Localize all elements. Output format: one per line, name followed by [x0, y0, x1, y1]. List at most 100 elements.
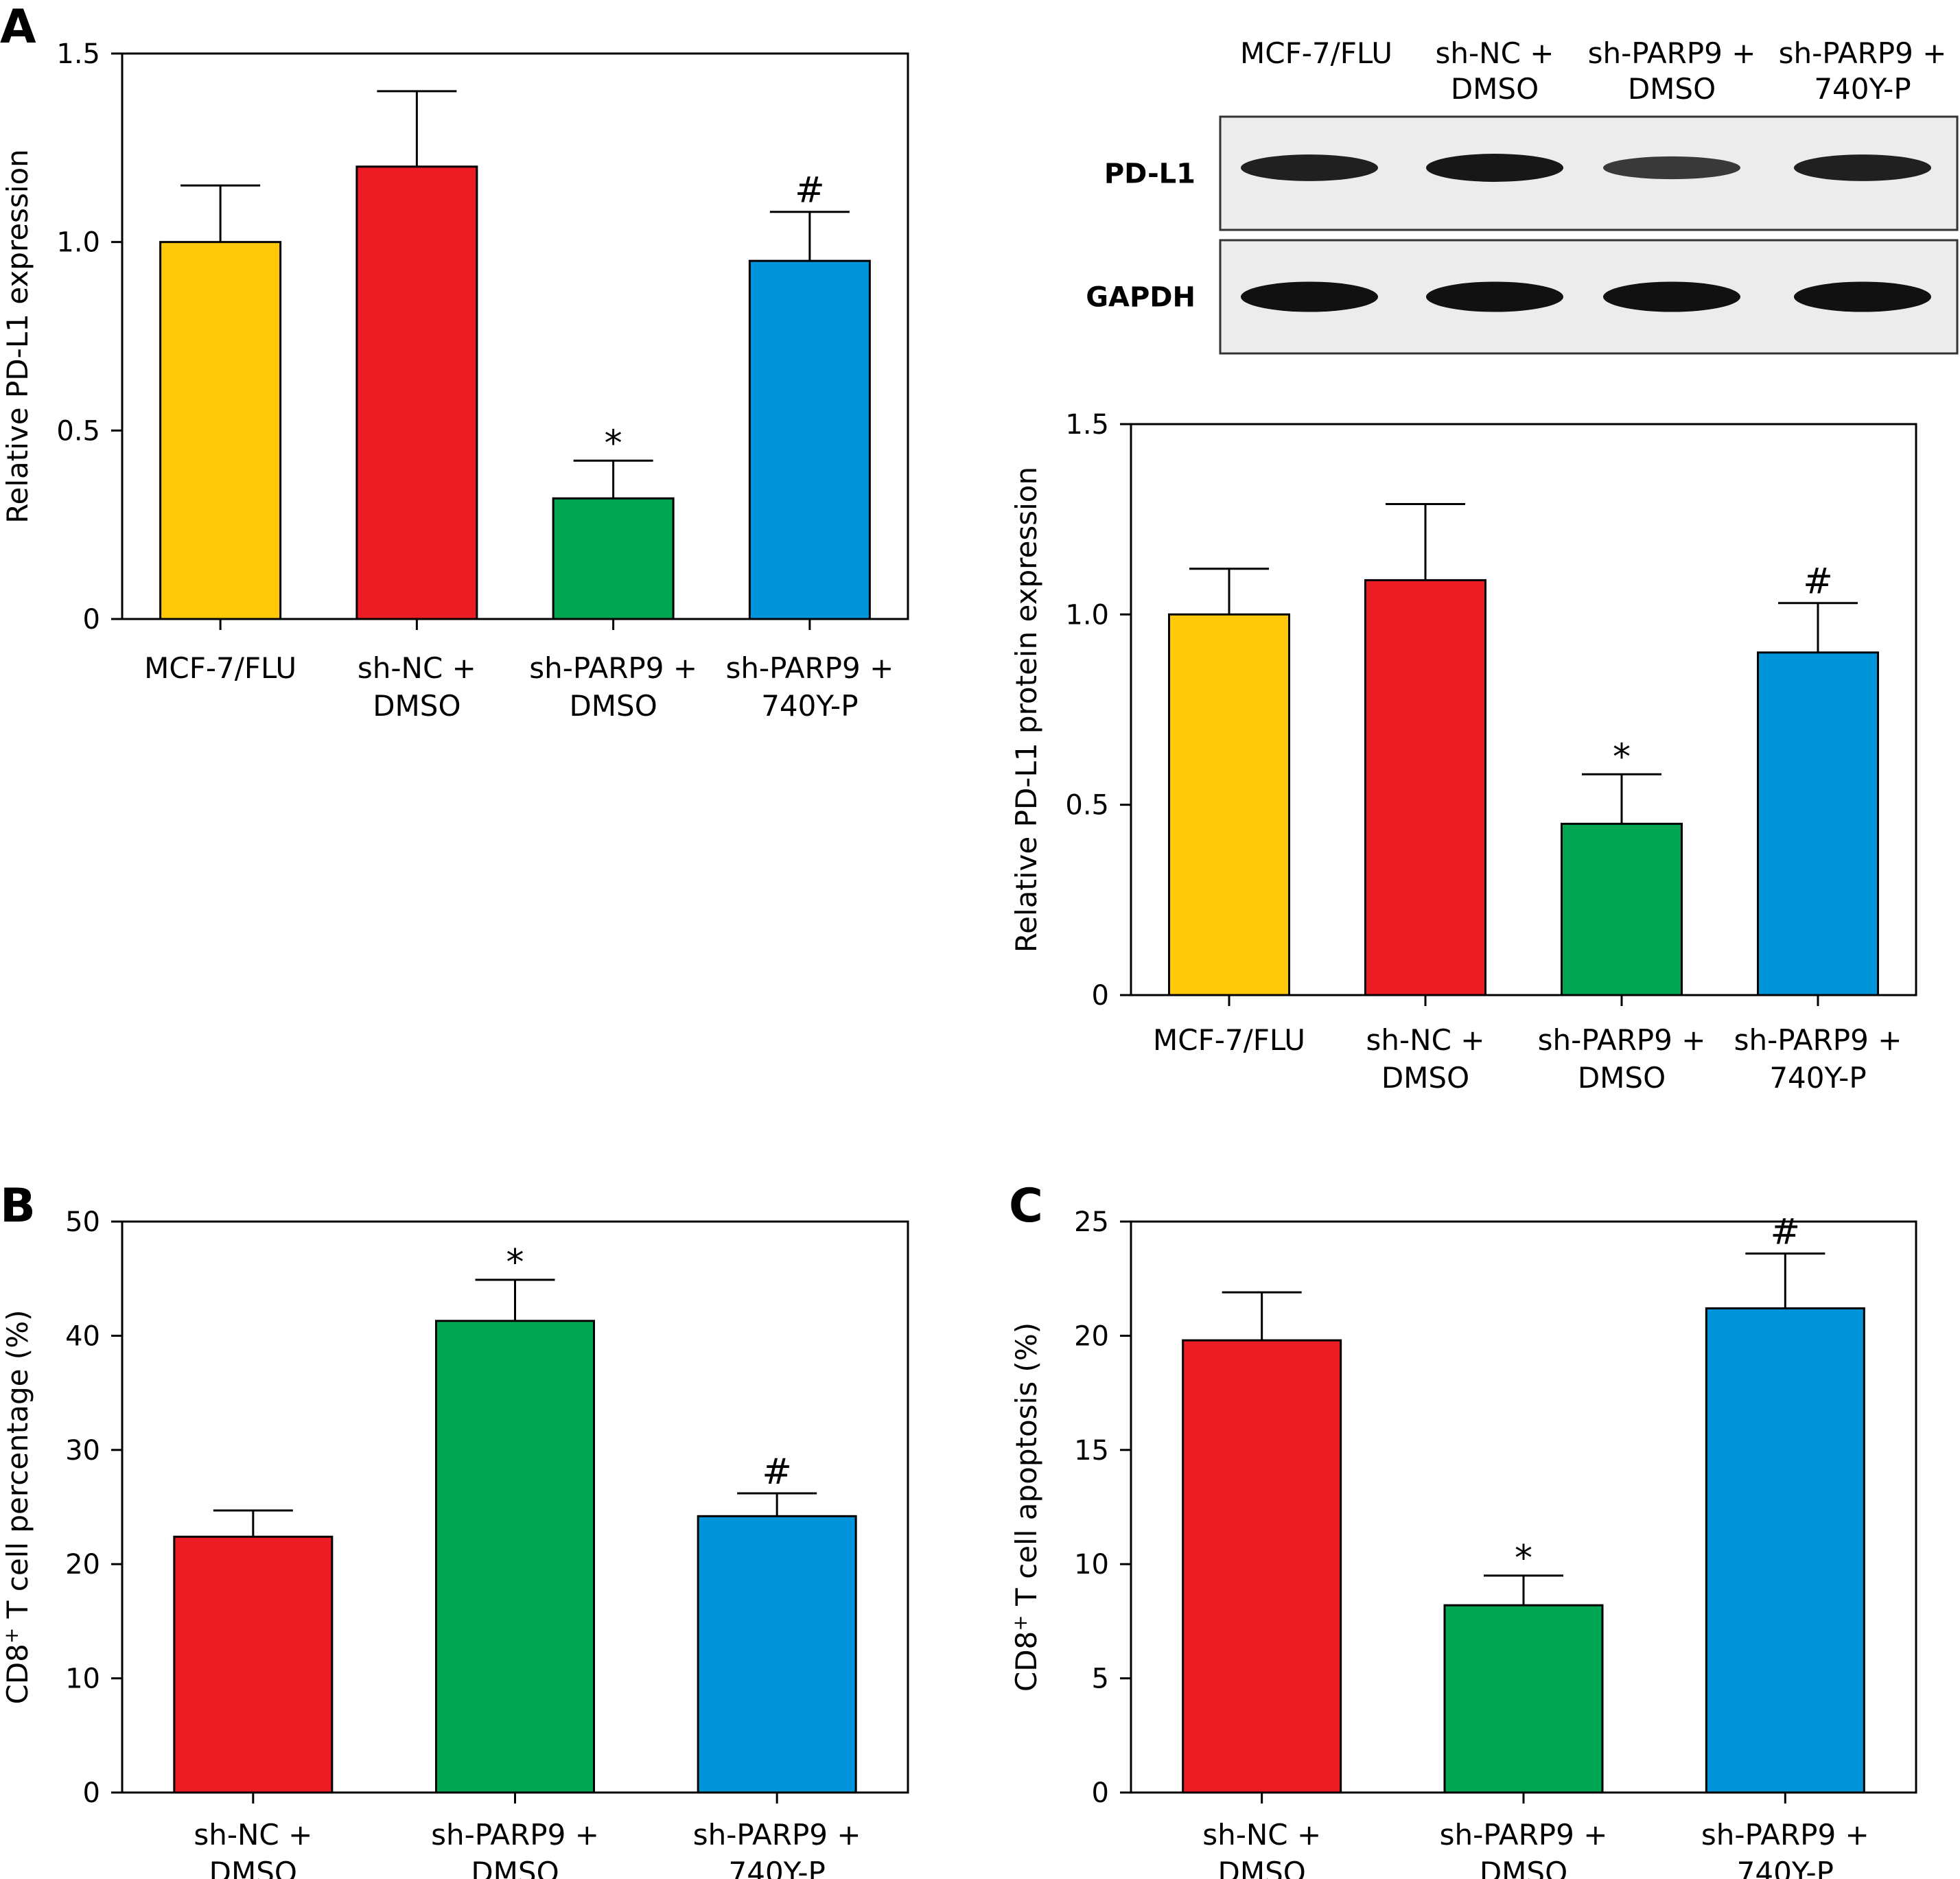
category-label: sh-NC +	[1366, 1023, 1485, 1057]
blot-band	[1603, 281, 1740, 312]
significance-marker: *	[1515, 1538, 1532, 1579]
category-label: sh-PARP9 +	[1734, 1023, 1902, 1057]
y-tick-label: 0	[1092, 980, 1109, 1012]
bar	[435, 1320, 595, 1794]
significance-marker: #	[1771, 1212, 1801, 1253]
y-tick-label: 0.5	[56, 415, 100, 447]
significance-marker: #	[762, 1451, 792, 1493]
blot-row-label: GAPDH	[1086, 282, 1195, 314]
category-label: sh-NC +	[358, 651, 476, 685]
category-label: sh-PARP9 +	[1440, 1818, 1608, 1852]
y-tick-label: 1.5	[1065, 409, 1109, 441]
category-label: DMSO	[373, 689, 460, 723]
category-label: sh-PARP9 +	[1538, 1023, 1706, 1057]
bar	[1561, 822, 1683, 996]
category-label: DMSO	[1480, 1856, 1567, 1879]
bar	[697, 1515, 857, 1794]
bar	[1168, 613, 1290, 996]
chart-pd-l1-mrna: 0 0.5 1.0 1.5 Relative PD-L1 expression MCF-7…	[1, 38, 909, 723]
y-tick-label: 10	[1074, 1549, 1109, 1580]
y-tick-label: 1.0	[1065, 599, 1109, 631]
bar	[1364, 579, 1486, 996]
significance-marker: *	[506, 1242, 524, 1283]
y-tick-label: 0	[1092, 1777, 1109, 1809]
blot-band	[1426, 154, 1563, 182]
y-axis-label: CD8+ T cell percentage (%)	[0, 1310, 34, 1705]
blot-lane-label: DMSO	[1628, 72, 1716, 106]
chart-pd-l1-protein: 0 0.5 1.0 1.5 Relative PD-L1 protein express…	[1010, 409, 1917, 1095]
category-label: sh-PARP9 +	[725, 651, 894, 685]
bar	[355, 165, 478, 620]
chart-cd8-t-cell-apoptosis: 0 5 10 15 20 25 CD8+ T cell apoptosis (%) sh-NC…	[1009, 1206, 1917, 1879]
y-tick-label: 40	[65, 1320, 100, 1352]
y-tick-label: 0	[83, 1777, 100, 1809]
blot-lane-label: DMSO	[1451, 72, 1539, 106]
blot-row-label: PD-L1	[1104, 159, 1195, 190]
bar	[1443, 1604, 1604, 1794]
category-label: sh-NC +	[194, 1818, 312, 1852]
blot-band	[1603, 156, 1740, 180]
blot-lane-label: 740Y-P	[1814, 72, 1911, 106]
y-tick-label: 5	[1092, 1664, 1109, 1695]
category-label: sh-PARP9 +	[529, 651, 697, 685]
blot-band	[1241, 154, 1378, 181]
bar	[748, 259, 871, 620]
blot-band	[1794, 281, 1931, 312]
blot-lane-label: sh-NC +	[1436, 36, 1554, 70]
bar	[1757, 651, 1879, 996]
category-label: MCF-7/FLU	[144, 651, 296, 685]
plot-frame	[1130, 423, 1917, 996]
significance-marker: #	[795, 170, 825, 211]
blot-band	[1241, 281, 1378, 312]
y-tick-label: 20	[1074, 1320, 1109, 1352]
bar	[159, 241, 282, 620]
category-label: 740Y-P	[1737, 1856, 1834, 1879]
bar	[173, 1535, 334, 1794]
category-label: DMSO	[471, 1856, 559, 1879]
category-label: DMSO	[1578, 1061, 1666, 1095]
blot-lane-label: sh-PARP9 +	[1779, 36, 1947, 70]
y-axis-label: Relative PD-L1 expression	[1, 149, 34, 524]
blot-band	[1426, 281, 1563, 312]
category-label: DMSO	[569, 689, 657, 723]
y-tick-label: 1.5	[56, 38, 100, 70]
category-label: sh-PARP9 +	[693, 1818, 861, 1852]
category-label: 740Y-P	[1769, 1061, 1866, 1095]
panel-letter-b: B	[0, 1179, 36, 1233]
significance-marker: *	[1613, 736, 1631, 778]
bar	[1705, 1307, 1865, 1794]
category-label: MCF-7/FLU	[1153, 1023, 1305, 1057]
y-tick-label: 50	[65, 1206, 100, 1238]
y-tick-label: 15	[1074, 1435, 1109, 1467]
category-label: 740Y-P	[729, 1856, 826, 1879]
category-label: DMSO	[1381, 1061, 1469, 1095]
bar	[1182, 1339, 1342, 1794]
panel-letter-c: C	[1009, 1179, 1043, 1233]
y-axis-label: CD8+ T cell apoptosis (%)	[1009, 1322, 1043, 1692]
chart-cd8-t-cell-percentage: 0 10 20 30 40 50 CD8+ T cell percentage (%) sh-…	[0, 1206, 909, 1879]
category-label: sh-NC +	[1202, 1818, 1321, 1852]
y-tick-label: 10	[65, 1664, 100, 1695]
y-tick-label: 1.0	[56, 227, 100, 259]
significance-marker: #	[1803, 561, 1833, 603]
significance-marker: *	[605, 423, 622, 464]
category-label: DMSO	[1218, 1856, 1306, 1879]
y-tick-label: 0.5	[1065, 790, 1109, 821]
y-tick-label: 30	[65, 1435, 100, 1467]
y-tick-label: 0	[83, 604, 100, 635]
plot-frame	[121, 52, 909, 620]
bar	[552, 497, 675, 620]
blot-lane-label: MCF-7/FLU	[1240, 36, 1392, 70]
category-label: 740Y-P	[761, 689, 858, 723]
y-axis-label: Relative PD-L1 protein expression	[1010, 467, 1043, 953]
blot-lane-label: sh-PARP9 +	[1588, 36, 1756, 70]
category-label: sh-PARP9 +	[431, 1818, 599, 1852]
category-label: sh-PARP9 +	[1701, 1818, 1869, 1852]
y-tick-label: 25	[1074, 1206, 1109, 1238]
category-label: DMSO	[209, 1856, 297, 1879]
blot-band	[1794, 154, 1931, 181]
y-tick-label: 20	[65, 1549, 100, 1580]
panel-letter-a: A	[0, 0, 36, 54]
